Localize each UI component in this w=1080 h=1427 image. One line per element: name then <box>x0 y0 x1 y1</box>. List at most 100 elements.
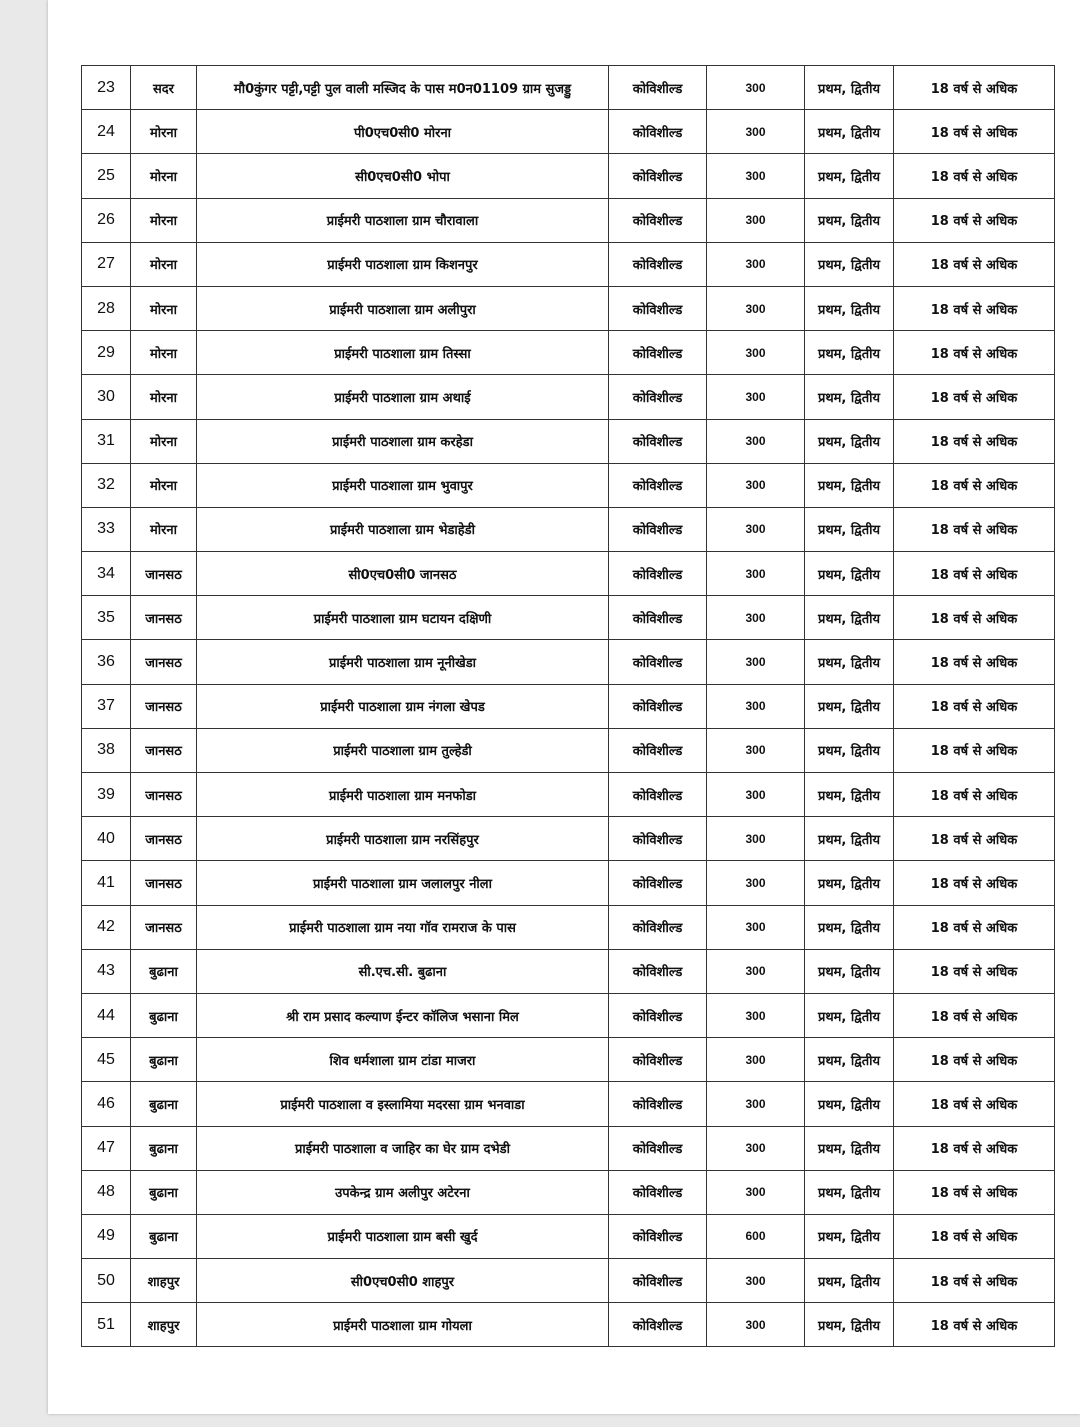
dose-count-cell: 300 <box>706 992 805 1039</box>
site-cell: प्राईमरी पाठशाला ग्राम बसी खुर्द <box>196 1213 609 1260</box>
site-cell: प्राईमरी पाठशाला ग्राम अथाई <box>196 374 609 420</box>
age-group-cell: 18 वर्ष से अधिक <box>893 551 1055 597</box>
dose-type-cell: प्रथम, द्वितीय <box>804 816 894 862</box>
site-cell: प्राईमरी पाठशाला ग्राम नंगला खेपड <box>196 683 609 729</box>
age-group-cell: 18 वर्ष से अधिक <box>893 1258 1055 1304</box>
age-group-cell: 18 वर्ष से अधिक <box>893 330 1055 376</box>
dose-count-cell: 300 <box>706 285 805 332</box>
dose-count-cell: 300 <box>706 595 805 641</box>
dose-type-cell: प्रथम, द्वितीय <box>804 683 894 729</box>
dose-type-cell: प्रथम, द्वितीय <box>804 64 894 111</box>
table-row: 41 जानसठ प्राईमरी पाठशाला ग्राम जलालपुर नी… <box>81 860 1055 906</box>
age-group-cell: 18 वर्ष से अधिक <box>893 1081 1055 1127</box>
serial-number-cell: 32 <box>81 462 131 508</box>
dose-count-cell: 300 <box>706 727 805 774</box>
block-cell: जानसठ <box>130 816 197 862</box>
serial-number-cell: 42 <box>81 904 131 950</box>
dose-type-cell: प्रथम, द्वितीय <box>804 506 894 553</box>
block-cell: मोरना <box>130 418 197 464</box>
block-cell: जानसठ <box>130 727 197 774</box>
table-row: 24 मोरना पी0एच0सी0 मोरना कोविशील्ड 300 प्रथम,… <box>81 109 1055 155</box>
dose-count-cell: 300 <box>706 418 805 464</box>
serial-number-cell: 30 <box>81 374 131 420</box>
dose-count-cell: 300 <box>706 1258 805 1304</box>
block-cell: जानसठ <box>130 683 197 729</box>
vaccine-cell: कोविशील्ड <box>608 462 707 508</box>
serial-number-cell: 33 <box>81 506 131 553</box>
block-cell: जानसठ <box>130 904 197 950</box>
table-row: 30 मोरना प्राईमरी पाठशाला ग्राम अथाई कोविशी… <box>81 374 1055 420</box>
vaccine-cell: कोविशील्ड <box>608 1213 707 1260</box>
block-cell: जानसठ <box>130 639 197 685</box>
age-group-cell: 18 वर्ष से अधिक <box>893 948 1055 994</box>
table-row: 47 बुढाना प्राईमरी पाठशाला व जाहिर का घेर … <box>81 1125 1055 1171</box>
vaccine-cell: कोविशील्ड <box>608 506 707 553</box>
site-cell: प्राईमरी पाठशाला ग्राम नरसिंहपुर <box>196 816 609 862</box>
dose-type-cell: प्रथम, द्वितीय <box>804 904 894 950</box>
site-cell: सी0एच0सी0 जानसठ <box>196 551 609 597</box>
serial-number-cell: 26 <box>81 197 131 243</box>
dose-type-cell: प्रथम, द्वितीय <box>804 330 894 376</box>
block-cell: जानसठ <box>130 551 197 597</box>
site-cell: प्राईमरी पाठशाला ग्राम तिस्सा <box>196 330 609 376</box>
dose-type-cell: प्रथम, द्वितीय <box>804 948 894 994</box>
dose-count-cell: 300 <box>706 1081 805 1127</box>
vaccine-cell: कोविशील्ड <box>608 683 707 729</box>
dose-count-cell: 600 <box>706 1213 805 1260</box>
site-cell: उपकेन्द्र ग्राम अलीपुर अटेरना <box>196 1169 609 1215</box>
age-group-cell: 18 वर्ष से अधिक <box>893 109 1055 155</box>
site-cell: प्राईमरी पाठशाला ग्राम चौरावाला <box>196 197 609 243</box>
serial-number-cell: 35 <box>81 595 131 641</box>
table-row: 43 बुढाना सी.एच.सी. बुढाना कोविशील्ड 300 प्रथ… <box>81 948 1055 994</box>
block-cell: मोरना <box>130 506 197 553</box>
age-group-cell: 18 वर्ष से अधिक <box>893 816 1055 862</box>
document-page: 23 सदर मौ0कुंगर पट्टी,पट्टी पुल वाली मस्जि… <box>48 0 1080 1414</box>
table-row: 42 जानसठ प्राईमरी पाठशाला ग्राम नया गॉव रा… <box>81 904 1055 950</box>
dose-type-cell: प्रथम, द्वितीय <box>804 153 894 199</box>
block-cell: जानसठ <box>130 771 197 818</box>
block-cell: बुढाना <box>130 1169 197 1215</box>
vaccine-cell: कोविशील्ड <box>608 1081 707 1127</box>
vaccine-cell: कोविशील्ड <box>608 816 707 862</box>
block-cell: सदर <box>130 64 197 111</box>
serial-number-cell: 38 <box>81 727 131 774</box>
table-row: 48 बुढाना उपकेन्द्र ग्राम अलीपुर अटेरना कोव… <box>81 1169 1055 1215</box>
table-row: 44 बुढाना श्री राम प्रसाद कल्याण ईन्टर कॉल… <box>81 992 1055 1039</box>
dose-type-cell: प्रथम, द्वितीय <box>804 1169 894 1215</box>
table-row: 37 जानसठ प्राईमरी पाठशाला ग्राम नंगला खेपड… <box>81 683 1055 729</box>
block-cell: जानसठ <box>130 595 197 641</box>
age-group-cell: 18 वर्ष से अधिक <box>893 241 1055 287</box>
table-row: 38 जानसठ प्राईमरी पाठशाला ग्राम तुल्हेडी को… <box>81 727 1055 774</box>
age-group-cell: 18 वर्ष से अधिक <box>893 727 1055 774</box>
table-row: 49 बुढाना प्राईमरी पाठशाला ग्राम बसी खुर्द… <box>81 1213 1055 1260</box>
vaccine-cell: कोविशील्ड <box>608 374 707 420</box>
dose-type-cell: प्रथम, द्वितीय <box>804 551 894 597</box>
age-group-cell: 18 वर्ष से अधिक <box>893 374 1055 420</box>
age-group-cell: 18 वर्ष से अधिक <box>893 1302 1055 1348</box>
vaccine-cell: कोविशील्ड <box>608 109 707 155</box>
site-cell: सी0एच0सी0 भोपा <box>196 153 609 199</box>
age-group-cell: 18 वर्ष से अधिक <box>893 462 1055 508</box>
table-row: 28 मोरना प्राईमरी पाठशाला ग्राम अलीपुरा कोव… <box>81 285 1055 332</box>
block-cell: बुढाना <box>130 1213 197 1260</box>
vaccine-cell: कोविशील्ड <box>608 418 707 464</box>
vaccine-cell: कोविशील्ड <box>608 241 707 287</box>
site-cell: प्राईमरी पाठशाला ग्राम किशनपुर <box>196 241 609 287</box>
dose-count-cell: 300 <box>706 241 805 287</box>
block-cell: शाहपुर <box>130 1258 197 1304</box>
age-group-cell: 18 वर्ष से अधिक <box>893 506 1055 553</box>
table-row: 32 मोरना प्राईमरी पाठशाला ग्राम भुवापुर कोव… <box>81 462 1055 508</box>
site-cell: प्राईमरी पाठशाला ग्राम मनफोडा <box>196 771 609 818</box>
site-cell: प्राईमरी पाठशाला ग्राम नया गॉव रामराज के… <box>196 904 609 950</box>
vaccine-cell: कोविशील्ड <box>608 904 707 950</box>
serial-number-cell: 45 <box>81 1037 131 1083</box>
table-row: 36 जानसठ प्राईमरी पाठशाला ग्राम नूनीखेडा को… <box>81 639 1055 685</box>
dose-count-cell: 300 <box>706 948 805 994</box>
serial-number-cell: 47 <box>81 1125 131 1171</box>
dose-count-cell: 300 <box>706 683 805 729</box>
dose-count-cell: 300 <box>706 1037 805 1083</box>
serial-number-cell: 34 <box>81 551 131 597</box>
table-row: 33 मोरना प्राईमरी पाठशाला ग्राम भेडाहेडी को… <box>81 506 1055 553</box>
serial-number-cell: 36 <box>81 639 131 685</box>
dose-count-cell: 300 <box>706 1169 805 1215</box>
